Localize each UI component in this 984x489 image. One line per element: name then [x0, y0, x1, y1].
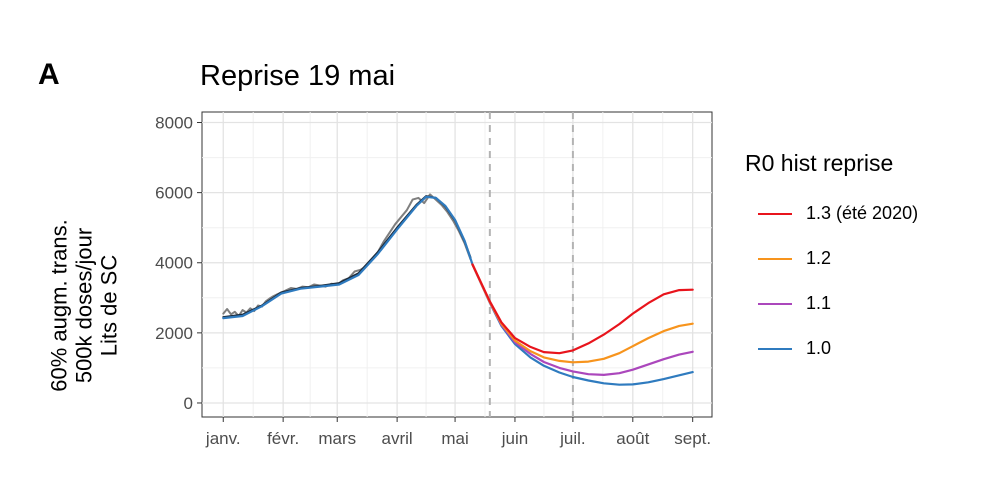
legend-label: 1.3 (été 2020)	[806, 203, 919, 223]
legend-label: 1.0	[806, 338, 832, 358]
y-tick-label: 8000	[155, 114, 193, 133]
x-tick-label: mai	[441, 429, 468, 448]
x-tick-label: janv.	[205, 429, 241, 448]
y-tick-label: 0	[184, 394, 193, 413]
legend-label: 1.2	[806, 248, 832, 268]
y-tick-label: 2000	[155, 324, 193, 343]
legend-item: 1.0	[745, 326, 918, 371]
series-line	[222, 195, 694, 386]
panel-label: A	[38, 58, 60, 91]
y-axis: 0 2000 4000 6000 8000	[155, 114, 202, 413]
x-tick-label: mars	[318, 429, 356, 448]
x-tick-label: août	[616, 429, 649, 448]
x-tick-label: févr.	[267, 429, 299, 448]
legend-item: 1.2	[745, 236, 918, 281]
legend-item: 1.3 (été 2020)	[745, 191, 918, 236]
series-line	[471, 263, 694, 355]
y-tick-label: 4000	[155, 254, 193, 273]
y-axis-label-line: 60% augm. trans.	[46, 219, 72, 392]
grid-minor	[202, 112, 712, 417]
legend-swatch	[758, 257, 792, 260]
series-lines	[222, 193, 694, 386]
legend-swatch	[758, 347, 792, 350]
y-axis-label: 60% augm. trans. 500k doses/jour Lits de…	[47, 156, 122, 456]
legend-title: R0 hist reprise	[745, 150, 894, 176]
x-tick-label: sept.	[674, 429, 711, 448]
chart-title: Reprise 19 mai	[200, 60, 396, 92]
x-tick-label: avril	[382, 429, 413, 448]
legend-swatch	[758, 212, 792, 215]
x-tick-label: juil.	[559, 429, 586, 448]
legend: R0 hist reprise 1.3 (été 2020) 1.2 1.1 1…	[745, 150, 918, 371]
grid-major	[202, 112, 712, 417]
y-tick-label: 6000	[155, 184, 193, 203]
y-axis-label-line: Lits de SC	[96, 254, 122, 357]
legend-swatch	[758, 302, 792, 305]
x-axis: janv. févr. mars avril mai juin juil. août sept.	[205, 417, 711, 448]
legend-item: 1.1	[745, 281, 918, 326]
legend-label: 1.1	[806, 293, 832, 313]
plot-panel	[201, 111, 713, 418]
series-line	[471, 263, 694, 364]
x-tick-label: juin	[501, 429, 528, 448]
y-axis-label-line: 500k doses/jour	[71, 227, 97, 384]
